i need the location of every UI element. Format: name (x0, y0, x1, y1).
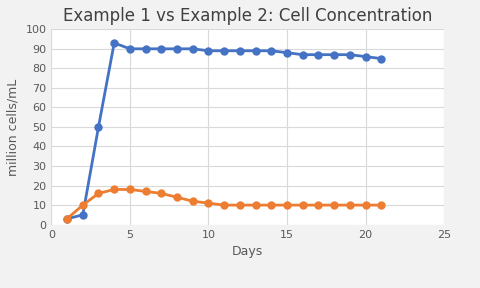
X-axis label: Days: Days (232, 245, 264, 258)
Example 1 Cell Concentration (378, 57, 384, 60)
Line: Example 1 Cell Concentration: Example 1 Cell Concentration (63, 39, 385, 222)
Example 1 Cell Concentration (252, 49, 258, 52)
Example 1 Cell Concentration (174, 47, 180, 50)
Example 2 Cell Concentration (284, 203, 290, 207)
Example 1 Cell Concentration (96, 125, 101, 129)
Example 2 Cell Concentration (96, 192, 101, 195)
Example 2 Cell Concentration (363, 203, 369, 207)
Example 2 Cell Concentration (378, 203, 384, 207)
Example 1 Cell Concentration (80, 213, 85, 217)
Example 2 Cell Concentration (64, 217, 70, 221)
Example 2 Cell Concentration (347, 203, 353, 207)
Example 1 Cell Concentration (205, 49, 211, 52)
Example 2 Cell Concentration (300, 203, 306, 207)
Example 2 Cell Concentration (331, 203, 337, 207)
Example 2 Cell Concentration (252, 203, 258, 207)
Example 1 Cell Concentration (363, 55, 369, 58)
Example 1 Cell Concentration (268, 49, 274, 52)
Title: Example 1 vs Example 2: Cell Concentration: Example 1 vs Example 2: Cell Concentrati… (63, 7, 432, 25)
Example 1 Cell Concentration (331, 53, 337, 56)
Example 1 Cell Concentration (221, 49, 227, 52)
Example 2 Cell Concentration (268, 203, 274, 207)
Example 1 Cell Concentration (190, 47, 196, 50)
Example 1 Cell Concentration (143, 47, 148, 50)
Example 2 Cell Concentration (80, 203, 85, 207)
Example 1 Cell Concentration (127, 47, 133, 50)
Line: Example 2 Cell Concentration: Example 2 Cell Concentration (63, 186, 385, 222)
Example 2 Cell Concentration (127, 188, 133, 191)
Example 1 Cell Concentration (300, 53, 306, 56)
Example 2 Cell Concentration (158, 192, 164, 195)
Example 2 Cell Concentration (143, 190, 148, 193)
Example 1 Cell Concentration (158, 47, 164, 50)
Example 1 Cell Concentration (315, 53, 321, 56)
Example 2 Cell Concentration (237, 203, 243, 207)
Example 1 Cell Concentration (237, 49, 243, 52)
Example 1 Cell Concentration (347, 53, 353, 56)
Example 2 Cell Concentration (174, 196, 180, 199)
Y-axis label: million cells/mL: million cells/mL (7, 78, 20, 176)
Example 1 Cell Concentration (111, 41, 117, 45)
Legend: Example 1 Cell Concentration, Example 2 Cell Concentration: Example 1 Cell Concentration, Example 2 … (33, 285, 463, 288)
Example 2 Cell Concentration (221, 203, 227, 207)
Example 2 Cell Concentration (190, 200, 196, 203)
Example 2 Cell Concentration (111, 188, 117, 191)
Example 1 Cell Concentration (284, 51, 290, 54)
Example 2 Cell Concentration (315, 203, 321, 207)
Example 2 Cell Concentration (205, 201, 211, 205)
Example 1 Cell Concentration (64, 217, 70, 221)
